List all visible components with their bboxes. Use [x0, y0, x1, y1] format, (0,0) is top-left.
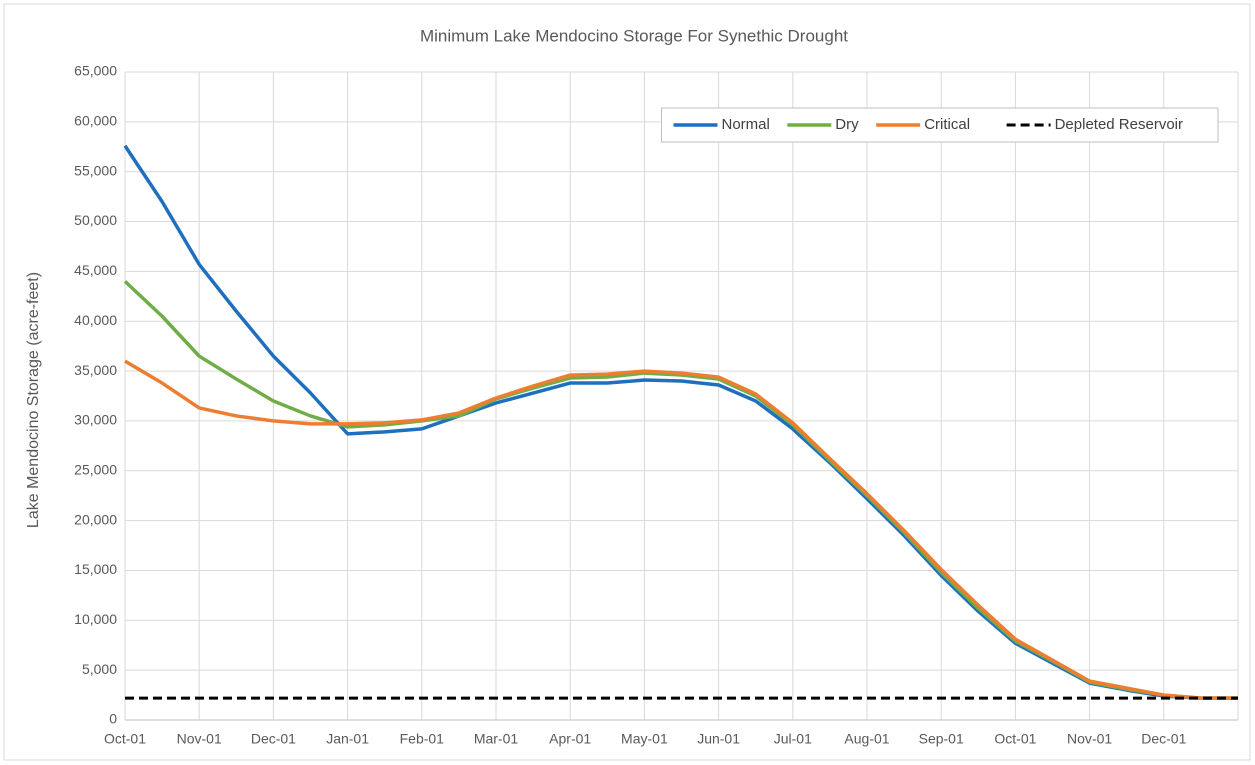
x-tick-label: Jan-01	[326, 731, 369, 747]
x-tick-label: Jun-01	[697, 731, 740, 747]
y-tick-label: 35,000	[74, 362, 117, 378]
x-tick-label: Dec-01	[1141, 731, 1186, 747]
x-tick-label: Jul-01	[774, 731, 812, 747]
y-axis-label: Lake Mendocino Storage (acre-feet)	[25, 272, 42, 528]
series-line	[124, 359, 1238, 700]
x-tick-label: Oct-01	[994, 731, 1036, 747]
legend-label: Dry	[835, 116, 859, 133]
y-tick-label: 30,000	[74, 412, 117, 428]
y-tick-label: 55,000	[74, 162, 117, 178]
legend-box	[661, 107, 1219, 143]
y-tick-label: 65,000	[74, 63, 117, 79]
x-tick-label: Aug-01	[844, 731, 889, 747]
y-tick-label: 15,000	[74, 561, 117, 577]
x-tick-label: Feb-01	[400, 731, 445, 747]
y-tick-label: 40,000	[74, 312, 117, 328]
y-tick-label: 10,000	[74, 611, 117, 627]
y-tick-label: 60,000	[74, 113, 117, 129]
x-tick-label: Nov-01	[177, 731, 222, 747]
y-tick-label: 5,000	[82, 661, 117, 677]
x-tick-label: Nov-01	[1067, 731, 1112, 747]
x-tick-label: May-01	[621, 731, 668, 747]
legend-label: Normal	[722, 116, 770, 133]
y-tick-label: 25,000	[74, 461, 117, 477]
y-tick-label: 50,000	[74, 212, 117, 228]
legend-label: Critical	[924, 116, 970, 133]
x-tick-label: Sep-01	[919, 731, 964, 747]
legend-label: Depleted Reservoir	[1055, 116, 1183, 133]
y-tick-label: 45,000	[74, 262, 117, 278]
chart-title: Minimum Lake Mendocino Storage For Synet…	[420, 26, 848, 45]
y-tick-label: 20,000	[74, 511, 117, 527]
x-tick-label: Apr-01	[549, 731, 591, 747]
legend: Normal Dry Critical Depleted Reservoir	[661, 107, 1219, 143]
x-tick-label: Oct-01	[104, 731, 146, 747]
x-tick-label: Dec-01	[251, 731, 296, 747]
y-tick-label: 0	[109, 711, 117, 727]
x-tick-label: Mar-01	[474, 731, 519, 747]
